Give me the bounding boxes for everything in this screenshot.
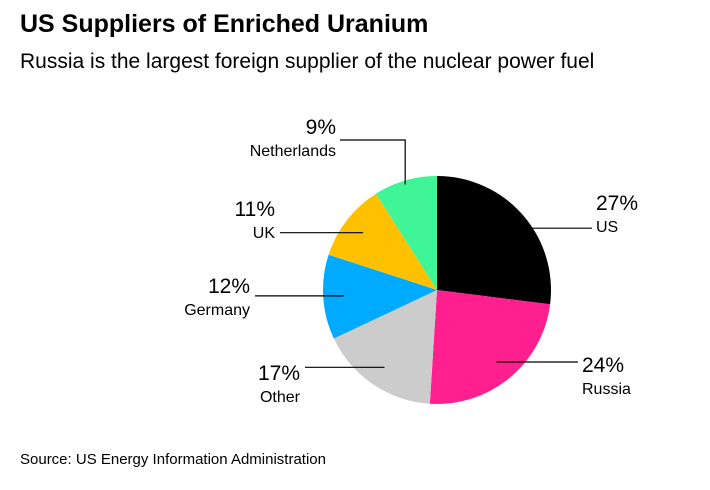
slice-category-label-netherlands: Netherlands (250, 143, 336, 160)
slice-category-label-uk: UK (253, 225, 276, 242)
leader-line-netherlands (340, 139, 406, 185)
leader-lines (255, 139, 592, 368)
chart-title: US Suppliers of Enriched Uranium (20, 10, 429, 38)
pie-slice-us (437, 176, 551, 305)
slice-value-label-germany: 12% (208, 275, 250, 298)
source-note: Source: US Energy Information Administra… (20, 451, 326, 468)
slice-category-label-germany: Germany (184, 302, 250, 319)
chart-subtitle: Russia is the largest foreign supplier o… (20, 50, 595, 73)
slice-category-label-russia: Russia (582, 381, 631, 398)
slice-value-label-netherlands: 9% (306, 116, 336, 139)
slice-labels: 27% US 24% Russia 17% Other 12% Germany 11% UK 9% N… (184, 116, 638, 406)
pie-slices (322, 176, 551, 405)
pie-slice-germany (322, 254, 437, 339)
slice-value-label-other: 17% (258, 362, 300, 385)
pie-slice-netherlands (375, 176, 437, 290)
slice-value-label-uk: 11% (235, 198, 275, 221)
slice-value-label-us: 27% (596, 192, 638, 215)
pie-slice-uk (328, 193, 437, 290)
slice-value-label-russia: 24% (582, 354, 624, 377)
pie-slice-russia (429, 290, 551, 405)
slice-category-label-us: US (596, 219, 618, 236)
slice-category-label-other: Other (260, 389, 301, 406)
pie-slice-other (333, 290, 437, 404)
